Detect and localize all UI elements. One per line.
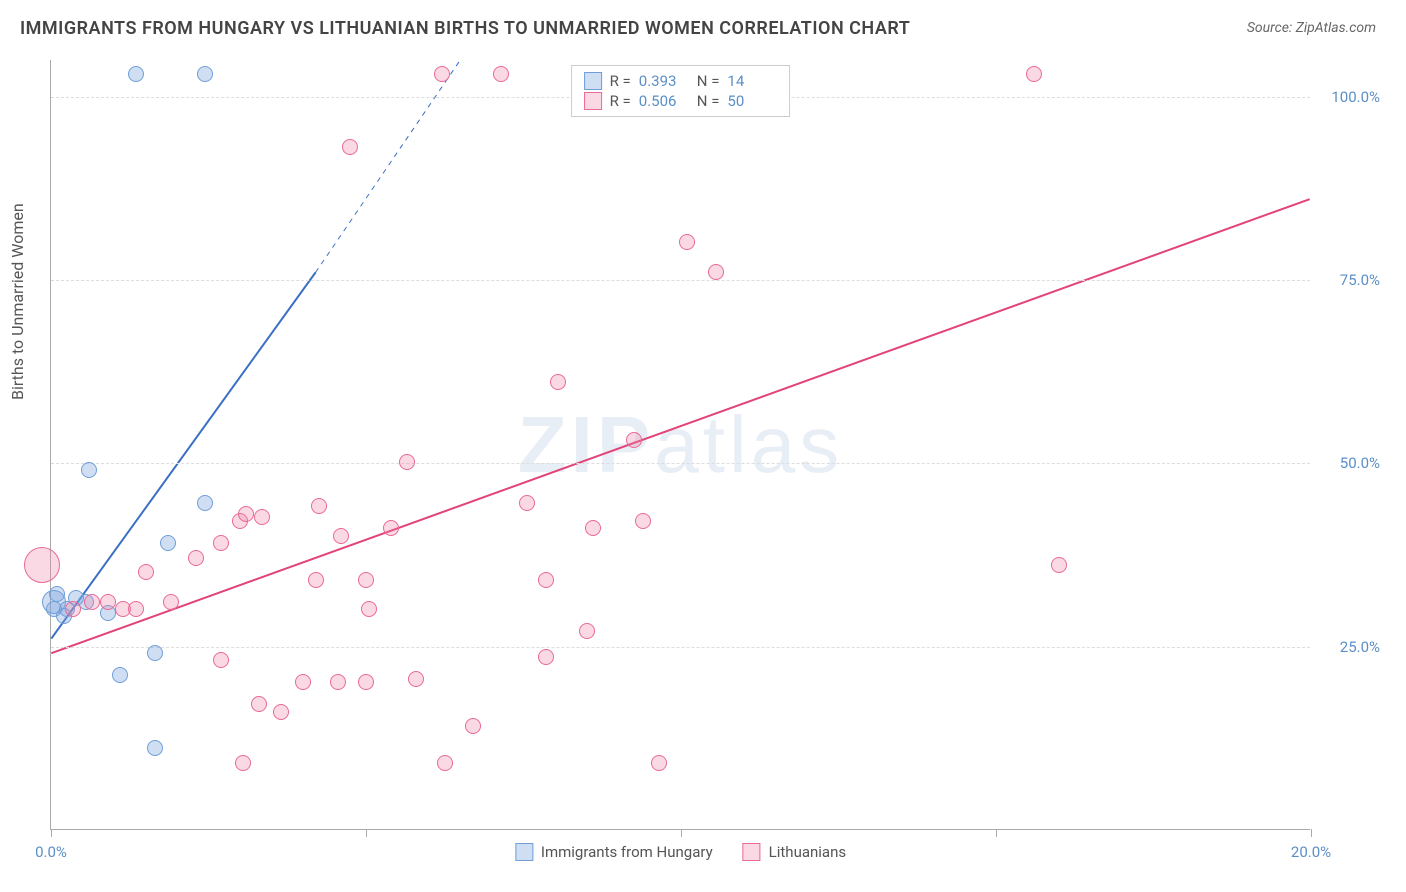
scatter-point [399,454,415,470]
scatter-point [24,547,60,583]
legend-item: Lithuanians [743,843,846,861]
plot-area: ZIPatlas R =0.393N =14R =0.506N =50 Immi… [50,60,1310,830]
source-citation: Source: ZipAtlas.com [1247,20,1376,36]
scatter-point [358,674,374,690]
x-tick [681,829,682,837]
scatter-point [147,645,163,661]
legend-n-value: 14 [727,72,777,90]
legend-swatch [584,92,602,110]
trend-line-dashed [316,60,461,272]
scatter-point [579,623,595,639]
scatter-point [635,513,651,529]
x-tick [51,829,52,837]
scatter-point [651,755,667,771]
y-tick-label: 25.0% [1340,638,1380,656]
legend-label: Lithuanians [769,843,846,861]
scatter-point [163,594,179,610]
scatter-point [213,535,229,551]
scatter-point [188,550,204,566]
gridline-y [51,463,1310,464]
scatter-point [465,718,481,734]
scatter-point [128,601,144,617]
legend-r-label: R = [610,92,631,110]
legend-row: R = 0.506 N = 50 [584,92,778,110]
legend-item: Immigrants from Hungary [515,843,713,861]
scatter-point [254,509,270,525]
scatter-point [100,594,116,610]
scatter-point [197,495,213,511]
x-tick [366,829,367,837]
scatter-point [383,520,399,536]
legend-row: R = 0.393 N = 14 [584,72,778,90]
scatter-point [434,66,450,82]
scatter-point [295,674,311,690]
x-tick-label: 20.0% [1291,843,1331,861]
legend-r-value: 0.506 [639,92,689,110]
legend-n-label: N = [697,92,720,110]
scatter-point [238,506,254,522]
x-tick [1311,829,1312,837]
watermark: ZIPatlas [518,399,843,491]
scatter-point [342,139,358,155]
scatter-point [585,520,601,536]
scatter-point [81,462,97,478]
scatter-point [147,740,163,756]
gridline-y [51,280,1310,281]
chart-title: IMMIGRANTS FROM HUNGARY VS LITHUANIAN BI… [20,18,910,39]
scatter-point [235,755,251,771]
scatter-point [626,432,642,448]
legend-r-value: 0.393 [639,72,689,90]
scatter-point [538,572,554,588]
y-tick-label: 75.0% [1340,271,1380,289]
scatter-point [519,495,535,511]
trend-lines-layer [51,60,1310,829]
legend-swatch [584,72,602,90]
correlation-legend: R = 0.393 N = 14 R = 0.506 N = 50 [571,65,791,117]
legend-label: Immigrants from Hungary [541,843,713,861]
scatter-point [273,704,289,720]
gridline-y [51,647,1310,648]
trend-line [51,272,315,638]
y-axis-label: Births to Unmarried Women [8,203,27,400]
scatter-point [112,667,128,683]
trend-line [51,199,1309,653]
legend-swatch [743,843,761,861]
scatter-point [65,601,81,617]
scatter-point [538,649,554,665]
scatter-point [84,594,100,610]
scatter-point [308,572,324,588]
scatter-point [160,535,176,551]
scatter-point [437,755,453,771]
legend-n-value: 50 [727,92,777,110]
series-legend: Immigrants from Hungary Lithuanians [515,843,846,861]
scatter-point [358,572,374,588]
scatter-point [128,66,144,82]
scatter-point [1051,557,1067,573]
scatter-point [213,652,229,668]
scatter-point [1026,66,1042,82]
scatter-point [333,528,349,544]
scatter-point [493,66,509,82]
scatter-point [197,66,213,82]
x-tick-label: 0.0% [35,843,67,861]
scatter-point [550,374,566,390]
x-tick [996,829,997,837]
scatter-point [49,586,65,602]
scatter-point [361,601,377,617]
scatter-point [708,264,724,280]
scatter-point [311,498,327,514]
y-tick-label: 50.0% [1340,454,1380,472]
scatter-point [679,234,695,250]
legend-swatch [515,843,533,861]
scatter-point [251,696,267,712]
scatter-point [408,671,424,687]
scatter-point [138,564,154,580]
y-tick-label: 100.0% [1331,88,1380,106]
legend-r-label: R = [610,72,631,90]
scatter-point [330,674,346,690]
legend-n-label: N = [697,72,720,90]
